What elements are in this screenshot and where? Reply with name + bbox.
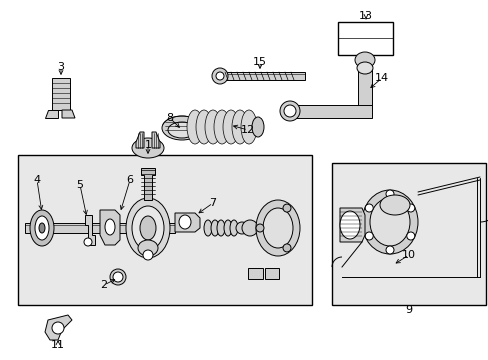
Ellipse shape [179, 215, 191, 229]
Polygon shape [141, 168, 155, 200]
Ellipse shape [110, 269, 126, 285]
Ellipse shape [35, 216, 49, 240]
Bar [18, 155, 311, 305]
Ellipse shape [216, 72, 224, 80]
Text: 12: 12 [241, 125, 255, 135]
Ellipse shape [256, 224, 264, 232]
Ellipse shape [263, 208, 292, 248]
Ellipse shape [39, 223, 45, 233]
Ellipse shape [406, 204, 414, 212]
Ellipse shape [356, 62, 372, 74]
Ellipse shape [229, 220, 238, 236]
Ellipse shape [204, 110, 221, 144]
Ellipse shape [284, 105, 295, 117]
Polygon shape [62, 110, 75, 118]
Ellipse shape [236, 222, 247, 234]
Ellipse shape [30, 210, 54, 246]
Polygon shape [52, 78, 70, 110]
Text: 6: 6 [126, 175, 133, 185]
Ellipse shape [385, 190, 393, 198]
Ellipse shape [406, 232, 414, 240]
Polygon shape [152, 132, 160, 148]
Ellipse shape [186, 110, 203, 144]
Ellipse shape [105, 219, 115, 235]
Polygon shape [100, 210, 120, 245]
Text: 7: 7 [209, 198, 216, 208]
Polygon shape [220, 72, 305, 80]
Polygon shape [247, 268, 263, 279]
Ellipse shape [379, 195, 409, 215]
Ellipse shape [241, 110, 257, 144]
Ellipse shape [339, 211, 359, 239]
Ellipse shape [52, 322, 64, 334]
Ellipse shape [217, 220, 224, 236]
Ellipse shape [162, 116, 202, 140]
Polygon shape [337, 22, 392, 55]
Polygon shape [136, 132, 143, 148]
Ellipse shape [214, 110, 229, 144]
Ellipse shape [365, 204, 372, 212]
Polygon shape [289, 105, 371, 118]
Ellipse shape [242, 220, 258, 236]
Text: 15: 15 [252, 57, 266, 67]
Ellipse shape [210, 220, 219, 236]
Text: 8: 8 [166, 113, 173, 123]
Ellipse shape [140, 216, 156, 240]
Ellipse shape [256, 200, 299, 256]
Ellipse shape [142, 250, 153, 260]
Polygon shape [85, 215, 95, 245]
Ellipse shape [385, 246, 393, 254]
Ellipse shape [138, 240, 158, 256]
Polygon shape [45, 110, 58, 118]
Ellipse shape [280, 101, 299, 121]
Ellipse shape [203, 220, 212, 236]
Ellipse shape [223, 110, 239, 144]
Polygon shape [264, 268, 279, 279]
Text: 1: 1 [144, 140, 151, 150]
Ellipse shape [168, 122, 196, 138]
Text: 2: 2 [100, 280, 107, 290]
Polygon shape [25, 223, 175, 233]
Ellipse shape [369, 198, 409, 246]
Ellipse shape [196, 110, 212, 144]
Text: 3: 3 [58, 62, 64, 72]
Ellipse shape [224, 220, 231, 236]
Polygon shape [339, 208, 364, 242]
Ellipse shape [231, 110, 247, 144]
Ellipse shape [113, 272, 123, 282]
Ellipse shape [365, 232, 372, 240]
Text: 13: 13 [358, 11, 372, 21]
Text: 14: 14 [374, 73, 388, 83]
Ellipse shape [84, 238, 92, 246]
Polygon shape [357, 55, 371, 110]
Ellipse shape [132, 138, 163, 158]
Text: 4: 4 [33, 175, 41, 185]
Ellipse shape [361, 190, 417, 254]
Bar [331, 163, 485, 305]
Ellipse shape [251, 117, 264, 137]
Text: 9: 9 [405, 305, 412, 315]
Polygon shape [175, 213, 200, 232]
Ellipse shape [126, 198, 170, 258]
Ellipse shape [354, 52, 374, 68]
Ellipse shape [283, 204, 290, 212]
Ellipse shape [212, 68, 227, 84]
Text: 5: 5 [76, 180, 83, 190]
Ellipse shape [132, 206, 163, 250]
Ellipse shape [283, 244, 290, 252]
Text: 11: 11 [51, 340, 65, 350]
Polygon shape [45, 315, 72, 340]
Text: 10: 10 [401, 250, 415, 260]
